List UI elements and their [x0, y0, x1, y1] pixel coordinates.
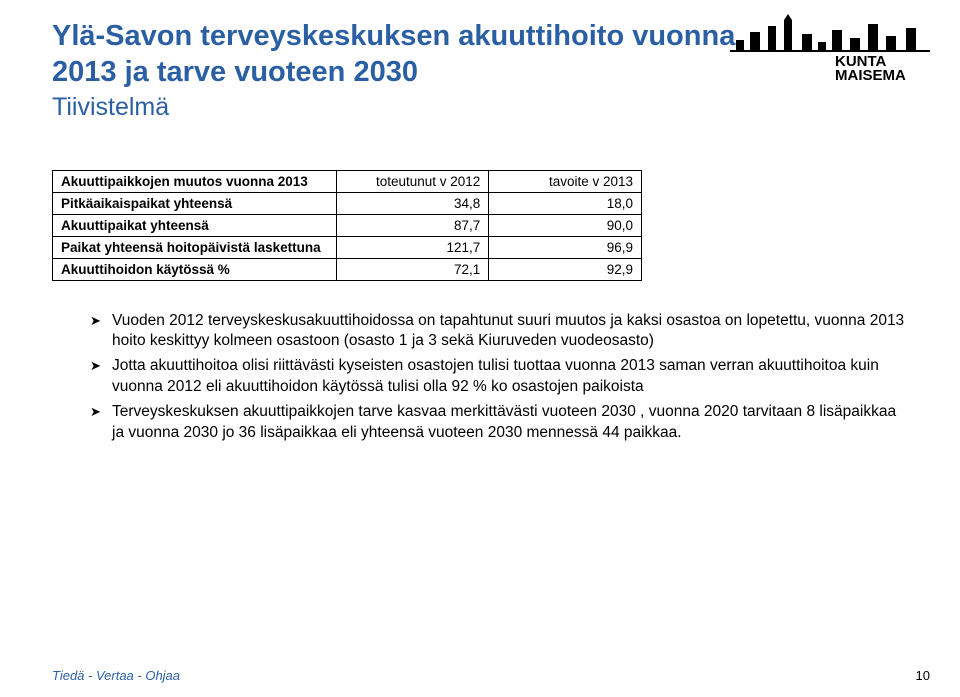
table-cell-value: 87,7	[336, 214, 489, 236]
table-header-row: Akuuttipaikkojen muutos vuonna 2013 tote…	[53, 170, 642, 192]
table-cell-value: 92,9	[489, 258, 642, 280]
table-row: Paikat yhteensä hoitopäivistä laskettuna…	[53, 236, 642, 258]
table-cell-value: 121,7	[336, 236, 489, 258]
table-cell-value: 18,0	[489, 192, 642, 214]
table-cell-value: 90,0	[489, 214, 642, 236]
bullet-item: Terveyskeskuksen akuuttipaikkojen tarve …	[90, 402, 908, 444]
logo-text-bottom: MAISEMA	[835, 67, 906, 82]
table-cell-label: Akuuttipaikat yhteensä	[53, 214, 337, 236]
table-row: Akuuttihoidon käytössä % 72,1 92,9	[53, 258, 642, 280]
footer: Tiedä - Vertaa - Ohjaa 10	[52, 668, 930, 683]
table-header-col1: toteutunut v 2012	[336, 170, 489, 192]
table-header-label: Akuuttipaikkojen muutos vuonna 2013	[53, 170, 337, 192]
table-cell-value: 72,1	[336, 258, 489, 280]
table-cell-value: 96,9	[489, 236, 642, 258]
bullet-item: Vuoden 2012 terveyskeskusakuuttihoidossa…	[90, 311, 908, 353]
table-container: Akuuttipaikkojen muutos vuonna 2013 tote…	[52, 170, 908, 281]
logo: KUNTA MAISEMA	[730, 12, 930, 82]
bullet-list: Vuoden 2012 terveyskeskusakuuttihoidossa…	[52, 311, 908, 445]
page-number: 10	[916, 668, 930, 683]
page-root: KUNTA MAISEMA Ylä-Savon terveyskeskuksen…	[0, 0, 960, 697]
table-header-col2: tavoite v 2013	[489, 170, 642, 192]
table-cell-label: Paikat yhteensä hoitopäivistä laskettuna	[53, 236, 337, 258]
table-cell-label: Akuuttihoidon käytössä %	[53, 258, 337, 280]
table-row: Pitkäaikaispaikat yhteensä 34,8 18,0	[53, 192, 642, 214]
footer-tagline: Tiedä - Vertaa - Ohjaa	[52, 668, 180, 683]
bullet-item: Jotta akuuttihoitoa olisi riittävästi ky…	[90, 356, 908, 398]
table-cell-label: Pitkäaikaispaikat yhteensä	[53, 192, 337, 214]
table-cell-value: 34,8	[336, 192, 489, 214]
table-row: Akuuttipaikat yhteensä 87,7 90,0	[53, 214, 642, 236]
logo-svg: KUNTA MAISEMA	[730, 12, 930, 82]
page-subtitle: Tiivistelmä	[52, 93, 908, 122]
data-table: Akuuttipaikkojen muutos vuonna 2013 tote…	[52, 170, 642, 281]
